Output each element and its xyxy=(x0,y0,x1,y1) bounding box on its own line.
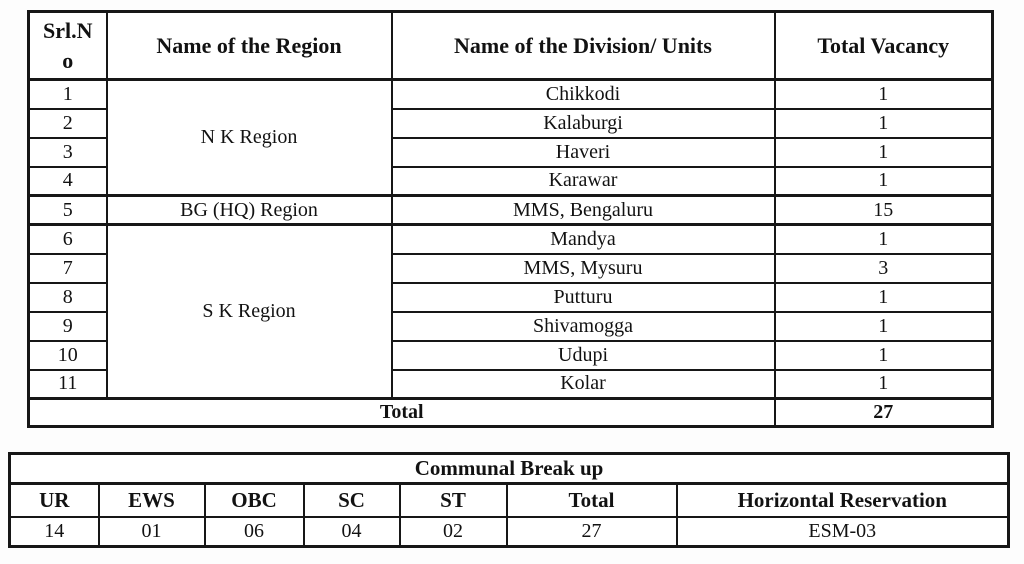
division-cell: MMS, Bengaluru xyxy=(390,194,776,226)
col-header-obc: OBC xyxy=(203,482,305,518)
table-row: 7 MMS, Mysuru 3 xyxy=(27,252,994,284)
region-cell: S K Region xyxy=(105,223,393,400)
communal-header-row: UR EWS OBC SC ST Total Horizontal Reserv… xyxy=(8,482,1010,518)
division-cell: Haveri xyxy=(390,136,776,168)
table-row: 1 N K Region Chikkodi 1 xyxy=(27,78,994,197)
col-header-horizontal-reservation: Horizontal Reservation xyxy=(675,482,1010,518)
table-row: 3 Haveri 1 xyxy=(27,136,994,168)
total-label-cell: Total xyxy=(27,397,776,428)
communal-title-row: Communal Break up xyxy=(8,452,1010,485)
srl-cell: 1 xyxy=(27,78,108,110)
col-header-srl-no-label: Srl.No xyxy=(43,17,93,73)
vacancy-cell: 15 xyxy=(773,194,994,226)
col-header-sc: SC xyxy=(302,482,401,518)
ews-value-cell: 01 xyxy=(97,515,206,548)
division-cell: Chikkodi xyxy=(390,78,776,110)
col-header-total: Total xyxy=(505,482,678,518)
total-row: Total 27 xyxy=(27,397,994,428)
col-header-region: Name of the Region xyxy=(105,10,393,81)
srl-cell: 3 xyxy=(27,136,108,168)
col-header-ur: UR xyxy=(8,482,100,518)
table-row: 5 BG (HQ) Region MMS, Bengaluru 15 xyxy=(27,194,994,226)
region-cell: N K Region xyxy=(105,78,393,197)
srl-cell: 9 xyxy=(27,310,108,342)
col-header-ews: EWS xyxy=(97,482,206,518)
table-row: 11 Kolar 1 xyxy=(27,368,994,400)
st-value-cell: 02 xyxy=(398,515,508,548)
communal-data-row: 14 01 06 04 02 27 ESM-03 xyxy=(8,515,1010,548)
vacancy-cell: 1 xyxy=(773,223,994,255)
region-cell: BG (HQ) Region xyxy=(105,194,393,226)
ur-value-cell: 14 xyxy=(8,515,100,548)
sc-value-cell: 04 xyxy=(302,515,401,548)
vacancy-header-row: Srl.No Name of the Region Name of the Di… xyxy=(27,10,994,81)
table-row: 10 Udupi 1 xyxy=(27,339,994,371)
srl-cell: 2 xyxy=(27,107,108,139)
division-cell: Putturu xyxy=(390,281,776,313)
table-row: 2 Kalaburgi 1 xyxy=(27,107,994,139)
vacancy-cell: 1 xyxy=(773,310,994,342)
obc-value-cell: 06 xyxy=(203,515,305,548)
col-header-division: Name of the Division/ Units xyxy=(390,10,776,81)
division-cell: Kolar xyxy=(390,368,776,400)
vacancy-cell: 1 xyxy=(773,339,994,371)
table-row: 4 Karawar 1 xyxy=(27,165,994,197)
vacancy-cell: 1 xyxy=(773,368,994,400)
horizontal-reservation-value-cell: ESM-03 xyxy=(675,515,1010,548)
col-header-total-vacancy: Total Vacancy xyxy=(773,10,994,81)
srl-cell: 10 xyxy=(27,339,108,371)
total-value-cell: 27 xyxy=(505,515,678,548)
division-cell: Mandya xyxy=(390,223,776,255)
col-header-st: ST xyxy=(398,482,508,518)
srl-cell: 6 xyxy=(27,223,108,255)
vacancy-cell: 1 xyxy=(773,78,994,110)
srl-cell: 4 xyxy=(27,165,108,197)
table-row: 9 Shivamogga 1 xyxy=(27,310,994,342)
vacancy-cell: 1 xyxy=(773,165,994,197)
srl-cell: 7 xyxy=(27,252,108,284)
division-cell: Shivamogga xyxy=(390,310,776,342)
vacancy-table: Srl.No Name of the Region Name of the Di… xyxy=(27,10,994,428)
vacancy-cell: 1 xyxy=(773,281,994,313)
division-cell: Kalaburgi xyxy=(390,107,776,139)
col-header-srl-no: Srl.No xyxy=(27,10,108,81)
srl-cell: 5 xyxy=(27,194,108,226)
division-cell: Udupi xyxy=(390,339,776,371)
vacancy-cell: 1 xyxy=(773,136,994,168)
communal-breakup-table: Communal Break up UR EWS OBC SC ST Total… xyxy=(8,452,1011,548)
total-vacancy-cell: 27 xyxy=(773,397,994,428)
communal-title: Communal Break up xyxy=(8,452,1010,485)
division-cell: MMS, Mysuru xyxy=(390,252,776,284)
division-cell: Karawar xyxy=(390,165,776,197)
table-row: 6 S K Region Mandya 1 xyxy=(27,223,994,400)
vacancy-cell: 1 xyxy=(773,107,994,139)
table-row: 8 Putturu 1 xyxy=(27,281,994,313)
srl-cell: 11 xyxy=(27,368,108,400)
vacancy-cell: 3 xyxy=(773,252,994,284)
srl-cell: 8 xyxy=(27,281,108,313)
